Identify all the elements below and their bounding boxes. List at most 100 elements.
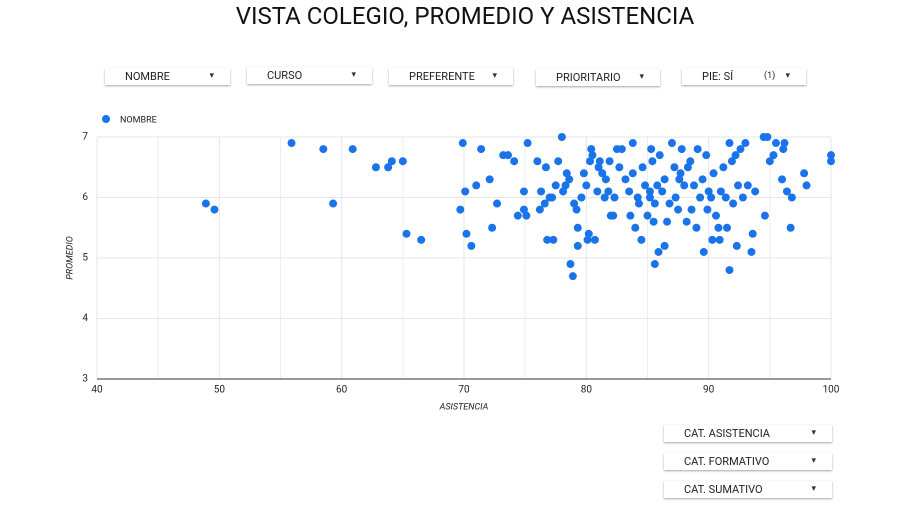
data-point	[617, 145, 626, 154]
data-point	[561, 181, 570, 190]
data-point	[712, 211, 721, 220]
data-point	[667, 139, 676, 148]
data-point	[741, 139, 750, 148]
data-point	[637, 235, 646, 244]
data-point	[593, 187, 602, 196]
data-point	[594, 163, 603, 172]
y-tick-label: 7	[82, 132, 88, 143]
x-tick-label: 60	[336, 385, 348, 396]
filter-dropdown[interactable]: CAT. ASISTENCIA	[664, 425, 832, 442]
data-point	[565, 175, 574, 184]
data-point	[704, 187, 713, 196]
data-point	[633, 193, 642, 202]
data-point	[609, 211, 618, 220]
filter-dropdown[interactable]: CAT. FORMATIVO	[664, 453, 832, 470]
data-point	[787, 193, 796, 202]
data-point	[582, 181, 591, 190]
x-tick-label: 40	[91, 385, 103, 396]
data-point	[660, 241, 669, 250]
data-point	[549, 235, 558, 244]
data-point	[510, 157, 519, 166]
data-point	[738, 193, 747, 202]
data-point	[751, 187, 760, 196]
data-point	[708, 235, 717, 244]
data-point	[417, 235, 426, 244]
data-point	[715, 235, 724, 244]
data-point	[504, 151, 513, 160]
data-point	[543, 235, 552, 244]
x-tick-label: 80	[581, 385, 593, 396]
data-point	[566, 260, 575, 269]
data-point	[537, 187, 546, 196]
data-point	[698, 175, 707, 184]
legend-label: NOMBRE	[120, 115, 157, 125]
filter-label: CURSO	[267, 69, 303, 82]
data-point	[600, 193, 609, 202]
data-point	[674, 205, 683, 214]
data-point	[660, 175, 669, 184]
data-point	[683, 163, 692, 172]
data-point	[485, 175, 494, 184]
data-point	[551, 181, 560, 190]
data-point	[655, 151, 664, 160]
data-point	[769, 151, 778, 160]
filter-label: NOMBRE	[125, 70, 170, 83]
data-point	[462, 229, 471, 238]
data-point	[573, 241, 582, 250]
data-point	[572, 205, 581, 214]
data-point	[604, 187, 613, 196]
data-point	[570, 199, 579, 208]
data-point	[725, 266, 734, 275]
filter-dropdown[interactable]: PREFERENTE	[389, 68, 513, 85]
data-point	[579, 169, 588, 178]
data-point	[734, 181, 743, 190]
data-point	[686, 157, 695, 166]
data-point	[601, 175, 610, 184]
data-point	[650, 260, 659, 269]
filter-dropdown[interactable]: CAT. SUMATIVO	[664, 481, 832, 498]
data-point	[573, 223, 582, 232]
data-point	[641, 181, 650, 190]
data-point	[716, 187, 725, 196]
filter-dropdown[interactable]: CURSO	[247, 67, 372, 84]
y-axis-title: PROMEDIO	[65, 236, 75, 280]
data-point	[287, 139, 296, 148]
data-point	[645, 193, 654, 202]
data-point	[675, 175, 684, 184]
data-point	[827, 157, 835, 166]
filter-label: PREFERENTE	[409, 70, 475, 83]
data-point	[210, 205, 219, 214]
filter-label: CAT. ASISTENCIA	[684, 427, 770, 440]
data-point	[348, 145, 357, 154]
filter-dropdown[interactable]: PIE: SÍ (1)	[682, 68, 806, 85]
data-point	[732, 241, 741, 250]
data-point	[782, 187, 791, 196]
data-point	[680, 181, 689, 190]
data-point	[586, 157, 595, 166]
data-point	[519, 187, 528, 196]
filter-count: (1)	[764, 71, 776, 81]
data-point	[577, 193, 586, 202]
data-point	[488, 223, 497, 232]
filter-dropdown[interactable]: NOMBRE	[105, 68, 230, 85]
data-point	[677, 145, 686, 154]
data-point	[621, 175, 630, 184]
data-point	[709, 169, 718, 178]
data-point	[827, 151, 835, 160]
filter-label: PRIORITARIO	[556, 71, 621, 84]
data-point	[800, 169, 809, 178]
filter-label: CAT. FORMATIVO	[684, 455, 770, 468]
y-tick-label: 4	[82, 313, 88, 324]
data-point	[707, 193, 716, 202]
data-point	[696, 193, 705, 202]
data-point	[598, 169, 607, 178]
data-point	[731, 151, 740, 160]
data-point	[605, 157, 614, 166]
filter-dropdown[interactable]: PRIORITARIO	[536, 69, 660, 86]
data-point	[540, 199, 549, 208]
data-point	[588, 151, 597, 160]
data-point	[760, 211, 769, 220]
data-point	[723, 223, 732, 232]
data-point	[519, 205, 528, 214]
